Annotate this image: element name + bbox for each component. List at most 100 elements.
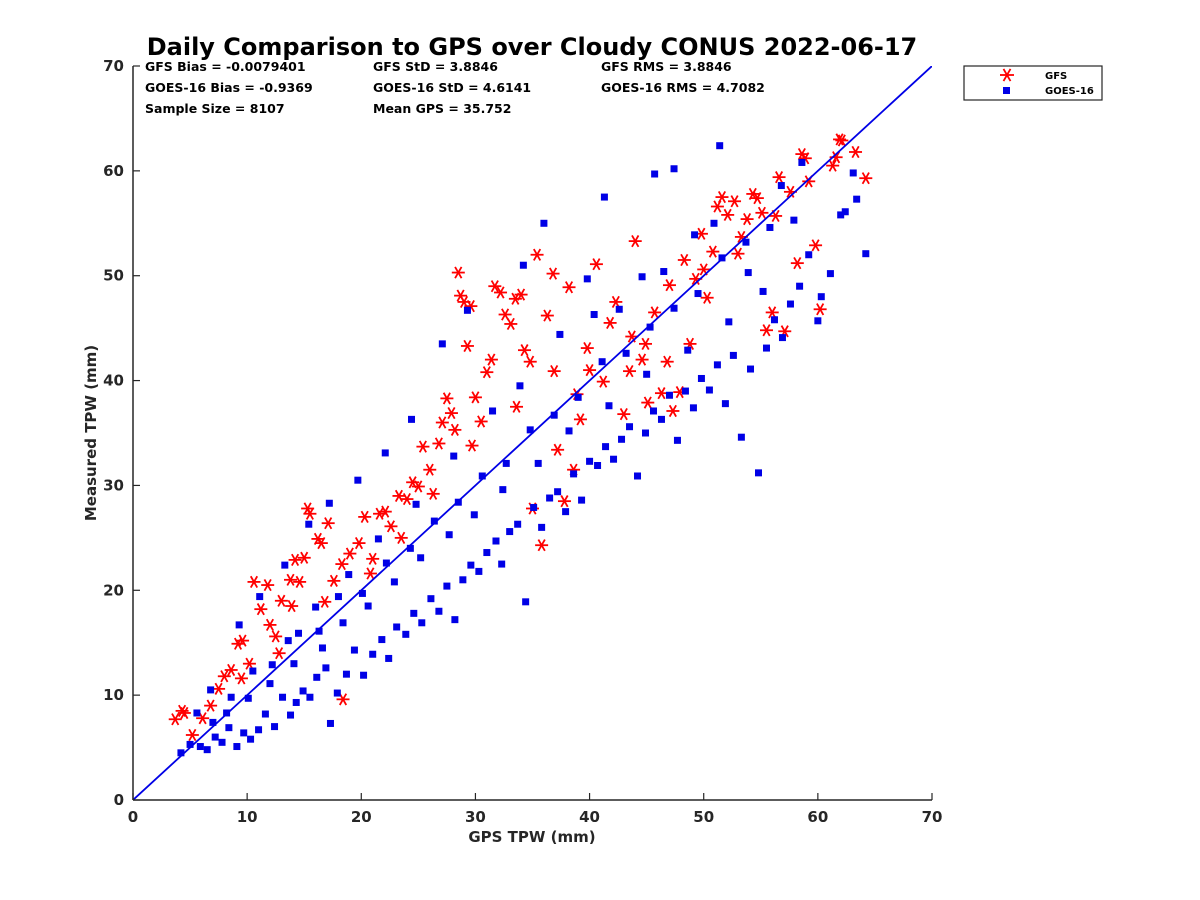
goes16-point (516, 382, 524, 390)
goes16-point (574, 393, 582, 401)
gfs-point (609, 295, 623, 309)
goes16-point (643, 370, 651, 378)
goes16-point (333, 689, 341, 697)
x-tick-label: 10 (237, 808, 258, 826)
goes16-point (378, 636, 386, 644)
gfs-point (242, 657, 256, 670)
gfs-point (623, 365, 637, 378)
gfs-point (546, 267, 560, 280)
goes16-point (716, 142, 724, 150)
goes16-point (737, 433, 745, 441)
goes16-point (837, 211, 845, 219)
goes16-point (747, 365, 755, 373)
goes16-point (417, 554, 425, 562)
goes16-point (649, 407, 657, 415)
goes16-point (691, 231, 699, 239)
x-axis-label: GPS TPW (mm) (468, 828, 595, 846)
goes16-point (499, 486, 507, 494)
gfs-point (384, 520, 398, 533)
gfs-point (460, 339, 474, 353)
gfs-point (790, 257, 804, 270)
goes16-point (408, 415, 416, 423)
legend-goes16-marker (1003, 87, 1010, 94)
gfs-point (641, 396, 655, 409)
gfs-point (432, 437, 446, 450)
goes16-point (313, 673, 321, 681)
goes16-point (694, 290, 702, 298)
goes16-point (514, 520, 522, 528)
goes16-point (660, 268, 668, 276)
goes16-point (626, 423, 634, 431)
goes16-point (354, 476, 362, 484)
gfs-point (416, 440, 430, 453)
goes16-point (249, 667, 257, 675)
goes16-point (849, 169, 857, 177)
goes16-point (615, 305, 623, 313)
goes16-point (418, 619, 426, 627)
gfs-point (573, 413, 587, 426)
gfs-point (772, 171, 786, 184)
goes16-point (318, 644, 326, 652)
goes16-point (790, 216, 798, 224)
goes16-point (358, 589, 366, 597)
goes16-point (610, 455, 618, 463)
gfs-point (168, 713, 182, 726)
goes16-point (705, 386, 713, 394)
gfs-point (284, 573, 298, 586)
legend-goes16-label: GOES-16 (1045, 86, 1094, 97)
gfs-point (336, 693, 350, 706)
y-tick-label: 70 (103, 57, 124, 75)
goes16-point (360, 671, 368, 679)
goes16-point (325, 499, 333, 507)
gfs-point (654, 387, 668, 400)
goes16-point (284, 637, 292, 645)
goes16-point (233, 743, 241, 751)
gfs-point (583, 363, 597, 377)
goes16-point (646, 323, 654, 331)
gfs-point (444, 406, 458, 420)
goes16-point (684, 346, 692, 354)
goes16-point (443, 582, 451, 590)
gfs-point (224, 663, 238, 677)
gfs-point (849, 145, 863, 159)
gfs-point (217, 670, 231, 683)
goes16-point (451, 616, 459, 624)
gfs-point (488, 280, 502, 293)
goes16-point (299, 687, 307, 695)
goes16-point (673, 436, 681, 444)
gfs-point (366, 552, 380, 565)
goes16-point (583, 275, 591, 283)
goes16-point (218, 738, 226, 746)
gfs-point (769, 209, 783, 223)
gfs-point (426, 487, 440, 500)
goes16-point (642, 429, 650, 437)
goes16-point (586, 457, 594, 465)
goes16-point (295, 629, 303, 637)
gfs-point (715, 190, 729, 204)
goes16-point (755, 469, 763, 477)
goes16-point (489, 407, 497, 415)
x-tick-label: 50 (693, 808, 714, 826)
goes16-point (622, 349, 630, 357)
y-tick-label: 50 (103, 267, 124, 285)
gfs-point (662, 279, 676, 292)
goes16-point (227, 693, 235, 701)
goes16-point (853, 195, 861, 203)
x-tick-label: 40 (579, 808, 600, 826)
stat-gfs-bias: GFS Bias = -0.0079401 (145, 59, 306, 74)
goes16-point (665, 391, 673, 399)
goes16-point (390, 578, 398, 586)
gfs-point (710, 200, 724, 213)
goes16-point (638, 273, 646, 281)
goes16-point (602, 443, 610, 451)
gfs-point (504, 317, 518, 331)
one-to-one-line (133, 66, 932, 800)
goes16-point (406, 544, 414, 552)
goes16-point (721, 400, 729, 408)
goes16-point (546, 494, 554, 502)
goes16-point (412, 500, 420, 508)
gfs-point (617, 408, 631, 421)
goes16-point (502, 459, 510, 467)
goes16-point (798, 158, 806, 166)
goes16-point (862, 250, 870, 258)
